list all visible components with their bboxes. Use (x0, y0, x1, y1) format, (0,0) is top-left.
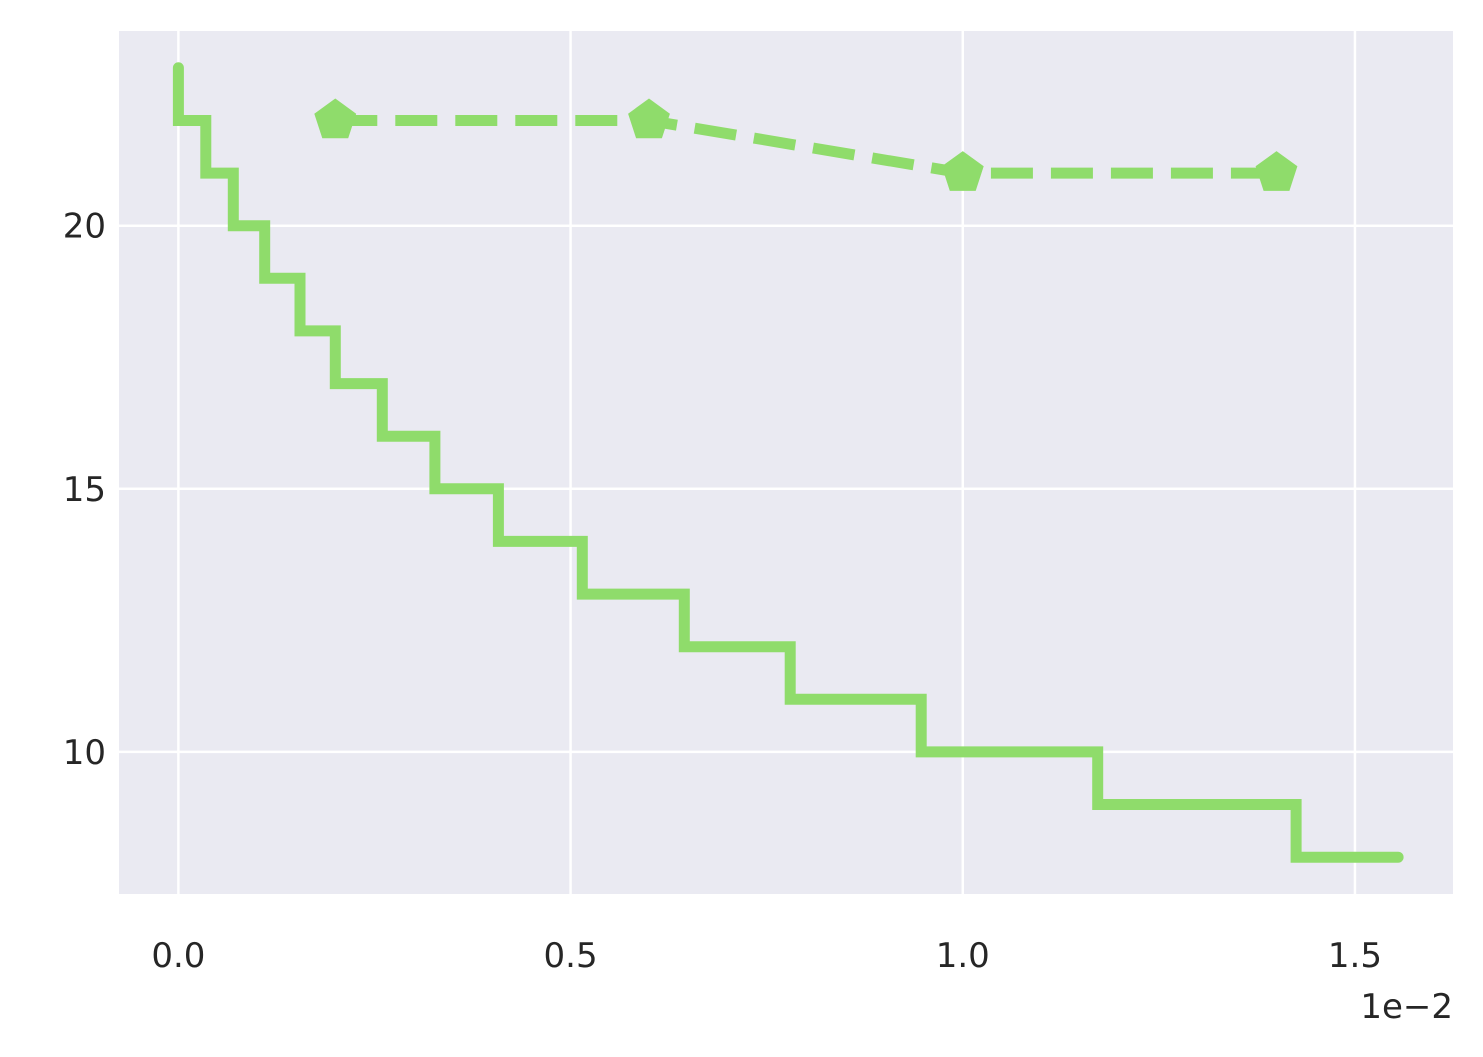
pentagon-marker (314, 98, 357, 139)
y-tick-label: 10 (63, 733, 106, 773)
y-tick-label: 15 (63, 470, 106, 510)
y-tick-label: 20 (63, 207, 106, 247)
plot-background (119, 31, 1453, 894)
series-layer (172, 62, 1404, 863)
x-tick-label: 1.0 (936, 936, 990, 976)
pentagon-marker (1255, 151, 1298, 191)
x-tick-label: 1.5 (1328, 936, 1382, 976)
x-tick-label: 0.0 (151, 936, 205, 976)
tick-labels: 0.0 0.5 1.0 1.5 10 15 20 (63, 207, 1382, 976)
series-step-line (172, 62, 1404, 863)
series-dashed-line (335, 115, 1277, 179)
x-offset-label: 1e−2 (1360, 987, 1453, 1027)
pentagon-marker (628, 98, 670, 139)
x-tick-label: 0.5 (544, 936, 598, 976)
pentagon-marker (941, 151, 984, 191)
